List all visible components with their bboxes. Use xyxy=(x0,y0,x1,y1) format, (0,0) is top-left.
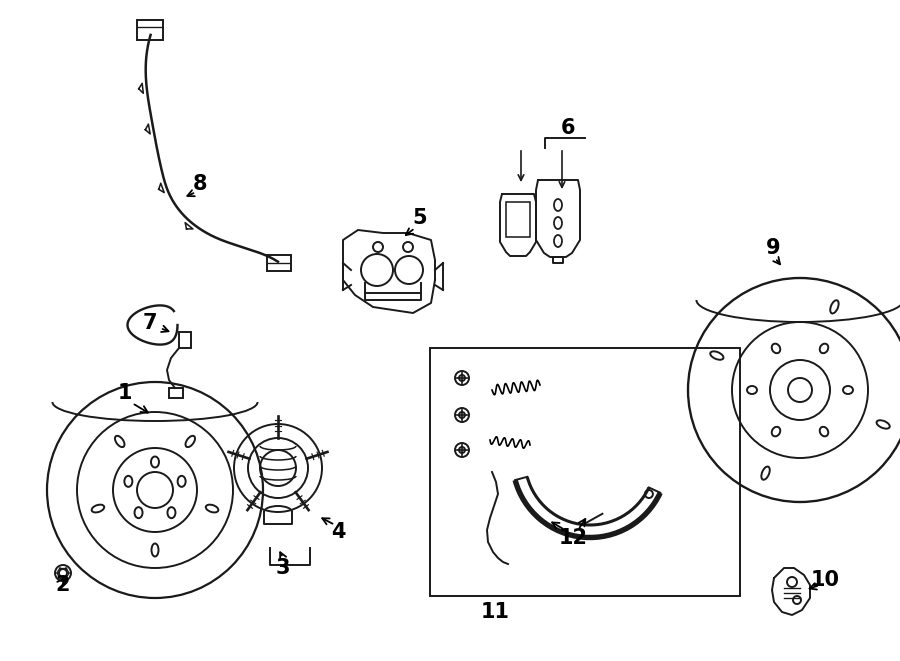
Bar xyxy=(430,348,740,596)
Text: 1: 1 xyxy=(118,383,132,403)
Bar xyxy=(179,332,191,348)
Text: 8: 8 xyxy=(193,174,207,194)
Text: 3: 3 xyxy=(275,558,290,578)
Bar xyxy=(169,388,183,398)
Text: 10: 10 xyxy=(811,570,840,590)
Text: 2: 2 xyxy=(56,575,70,595)
Text: 12: 12 xyxy=(559,528,588,548)
Text: 7: 7 xyxy=(143,313,157,333)
Text: 9: 9 xyxy=(766,238,780,258)
Text: 4: 4 xyxy=(331,522,346,542)
Text: 11: 11 xyxy=(481,602,509,622)
Text: 5: 5 xyxy=(413,208,428,228)
Text: 6: 6 xyxy=(561,118,575,138)
